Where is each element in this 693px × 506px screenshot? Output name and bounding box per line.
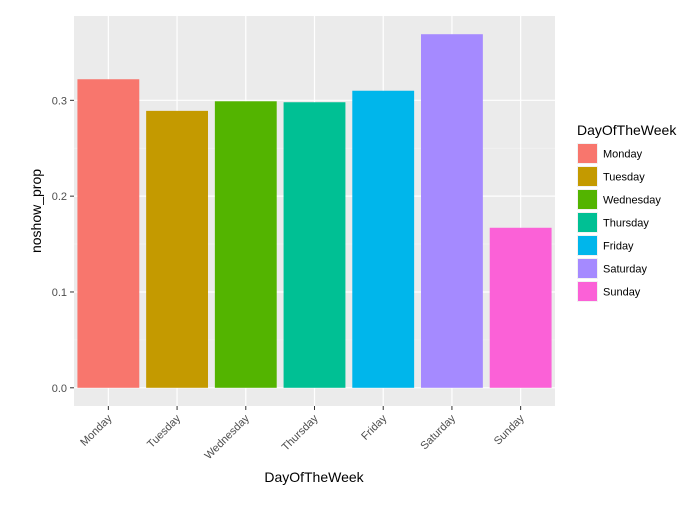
legend-key-sunday — [578, 282, 597, 301]
legend-label: Friday — [603, 241, 634, 253]
legend-label: Thursday — [603, 218, 649, 230]
legend-title: DayOfTheWeek — [577, 122, 677, 138]
y-axis: 0.0 0.1 0.2 0.3 — [52, 95, 74, 395]
x-tick-label: Thursday — [280, 412, 321, 453]
legend-key-monday — [578, 144, 597, 163]
legend-key-friday — [578, 236, 597, 255]
bar-friday — [352, 90, 415, 388]
bars — [77, 34, 552, 388]
y-tick-label: 0.2 — [52, 191, 67, 203]
x-tick-label: Saturday — [418, 412, 458, 452]
legend-label: Tuesday — [603, 172, 645, 184]
x-tick-label: Tuesday — [145, 412, 183, 450]
y-axis-title: noshow_prop — [28, 169, 44, 253]
x-axis: Monday Tuesday Wednesday Thursday Friday Satu… — [78, 406, 527, 462]
x-tick-label: Wednesday — [202, 412, 252, 462]
bar-tuesday — [146, 110, 208, 388]
x-tick-label: Monday — [78, 412, 115, 449]
legend-label: Sunday — [603, 287, 641, 299]
legend-label: Monday — [603, 149, 643, 161]
bar-thursday — [283, 102, 346, 388]
x-axis-title: DayOfTheWeek — [264, 469, 364, 485]
legend-label: Wednesday — [603, 195, 661, 207]
bar-wednesday — [214, 101, 277, 388]
legend-key-saturday — [578, 259, 597, 278]
bar-monday — [77, 79, 140, 388]
bar-sunday — [489, 227, 552, 388]
y-tick-label: 0.0 — [52, 383, 67, 395]
legend-key-tuesday — [578, 167, 597, 186]
x-tick-label: Sunday — [492, 412, 527, 447]
bar-saturday — [421, 34, 483, 388]
y-tick-label: 0.3 — [52, 95, 67, 107]
legend-key-wednesday — [578, 190, 597, 209]
x-tick-label: Friday — [359, 412, 389, 442]
y-tick-label: 0.1 — [52, 287, 67, 299]
legend-label: Saturday — [603, 264, 648, 276]
legend-key-thursday — [578, 213, 597, 232]
legend: DayOfTheWeek Monday Tuesday Wednesday Thurs… — [577, 122, 677, 302]
